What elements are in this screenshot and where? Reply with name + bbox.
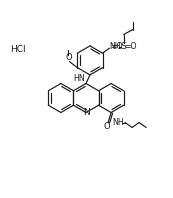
Text: NH: NH <box>109 42 120 51</box>
Text: S: S <box>121 42 126 51</box>
Text: HCl: HCl <box>10 46 26 54</box>
Text: NH: NH <box>112 118 124 127</box>
Text: N: N <box>83 108 89 117</box>
Text: HN: HN <box>73 74 85 83</box>
Text: =O: =O <box>110 42 123 51</box>
Text: O: O <box>65 53 72 62</box>
Text: =O: =O <box>124 42 137 51</box>
Text: O: O <box>104 122 110 131</box>
